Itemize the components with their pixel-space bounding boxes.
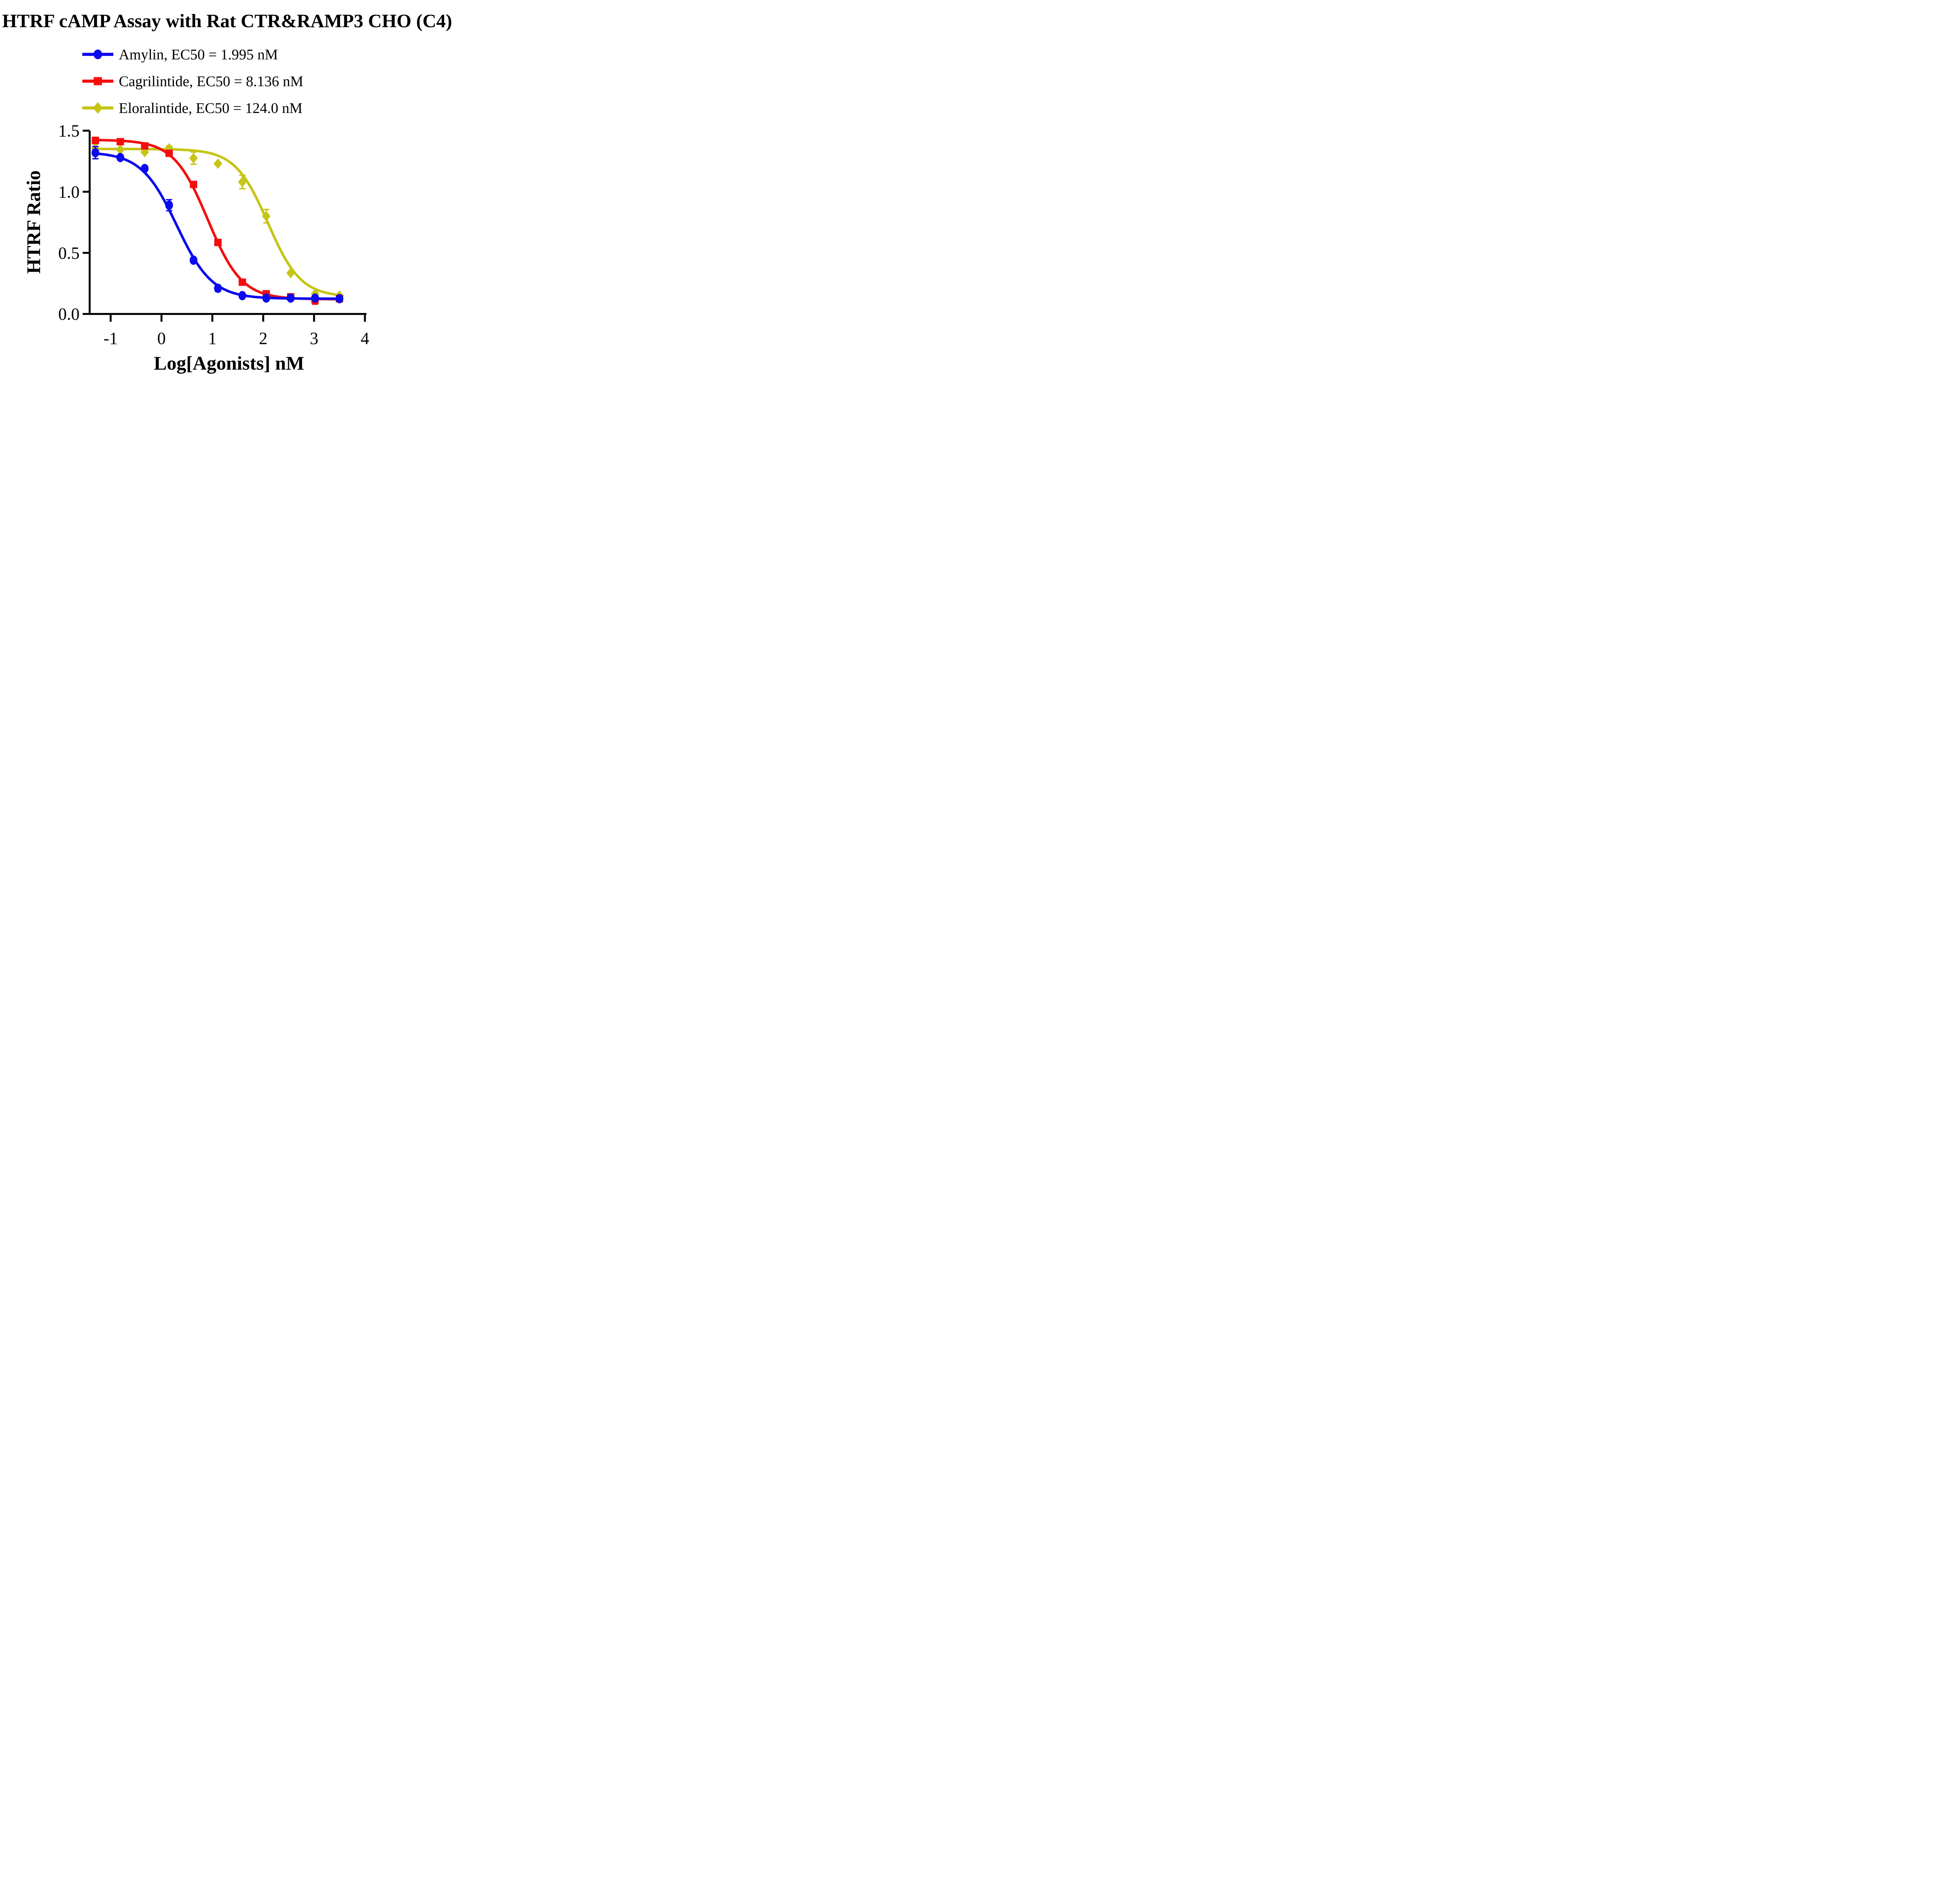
eloralintide-curve bbox=[94, 148, 341, 297]
cagrilintide-marker bbox=[165, 149, 173, 157]
cagrilintide-marker bbox=[238, 278, 246, 286]
chart-svg: HTRF cAMP Assay with Rat CTR&RAMP3 CHO (… bbox=[2, 10, 452, 374]
amylin-marker bbox=[262, 293, 270, 303]
plot-area: 0.0 0.5 1.0 1.5 -1 0 1 2 3 4 bbox=[58, 122, 369, 348]
x-axis-title: Log[Agonists] nM bbox=[154, 352, 304, 374]
y-tick-label: 1.0 bbox=[58, 182, 80, 202]
y-tick-label: 0.5 bbox=[58, 243, 80, 262]
legend: Amylin, EC50 = 1.995 nM Cagrilintide, EC… bbox=[82, 47, 303, 116]
amylin-marker bbox=[116, 153, 124, 162]
eloralintide-marker bbox=[238, 177, 247, 188]
amylin-marker bbox=[335, 294, 344, 304]
x-tick-label: -1 bbox=[104, 329, 118, 348]
chart-title: HTRF cAMP Assay with Rat CTR&RAMP3 CHO (… bbox=[2, 10, 452, 31]
cagrilintide-marker bbox=[92, 137, 99, 144]
cagrilintide-marker bbox=[190, 181, 198, 188]
x-tick-label: 2 bbox=[259, 329, 267, 348]
legend-item-cagrilintide: Cagrilintide, EC50 = 8.136 nM bbox=[82, 73, 303, 90]
eloralintide-legend-label: Eloralintide, EC50 = 124.0 nM bbox=[119, 100, 302, 116]
eloralintide-marker bbox=[286, 268, 295, 278]
eloralintide-marker bbox=[116, 144, 125, 155]
axes-frame bbox=[89, 130, 366, 315]
amylin-marker bbox=[91, 148, 99, 158]
cagrilintide-marker bbox=[214, 239, 222, 247]
x-tick-label: 4 bbox=[361, 329, 369, 348]
cagrilintide-marker bbox=[116, 138, 124, 146]
legend-item-amylin: Amylin, EC50 = 1.995 nM bbox=[82, 47, 278, 63]
amylin-marker bbox=[189, 255, 198, 265]
cagrilintide-marker bbox=[141, 142, 149, 150]
amylin-marker bbox=[286, 293, 295, 303]
amylin-marker bbox=[165, 200, 173, 210]
eloralintide-marker bbox=[189, 153, 198, 163]
eloralintide-marker bbox=[262, 211, 271, 222]
amylin-legend-label: Amylin, EC50 = 1.995 nM bbox=[119, 47, 278, 63]
eloralintide-marker bbox=[214, 158, 222, 169]
amylin-marker bbox=[238, 291, 247, 301]
amylin-marker bbox=[214, 283, 222, 293]
amylin-marker bbox=[141, 164, 149, 174]
amylin-legend-marker-circle-icon bbox=[94, 49, 102, 59]
y-tick-label: 1.5 bbox=[58, 122, 80, 141]
eloralintide-legend-marker-diamond-icon bbox=[93, 102, 103, 114]
cagrilintide-legend-label: Cagrilintide, EC50 = 8.136 nM bbox=[119, 73, 303, 90]
x-tick-label: 3 bbox=[310, 329, 318, 348]
x-tick-label: 0 bbox=[157, 329, 166, 348]
y-tick-label: 0.0 bbox=[58, 305, 80, 324]
legend-item-eloralintide: Eloralintide, EC50 = 124.0 nM bbox=[82, 100, 302, 116]
amylin-marker bbox=[311, 293, 319, 303]
figure: HTRF cAMP Assay with Rat CTR&RAMP3 CHO (… bbox=[0, 0, 455, 381]
amylin-curve bbox=[94, 152, 341, 300]
x-tick-label: 1 bbox=[208, 329, 217, 348]
y-axis-title: HTRF Ratio bbox=[23, 170, 44, 274]
cagrilintide-legend-marker-square-icon bbox=[94, 77, 102, 85]
